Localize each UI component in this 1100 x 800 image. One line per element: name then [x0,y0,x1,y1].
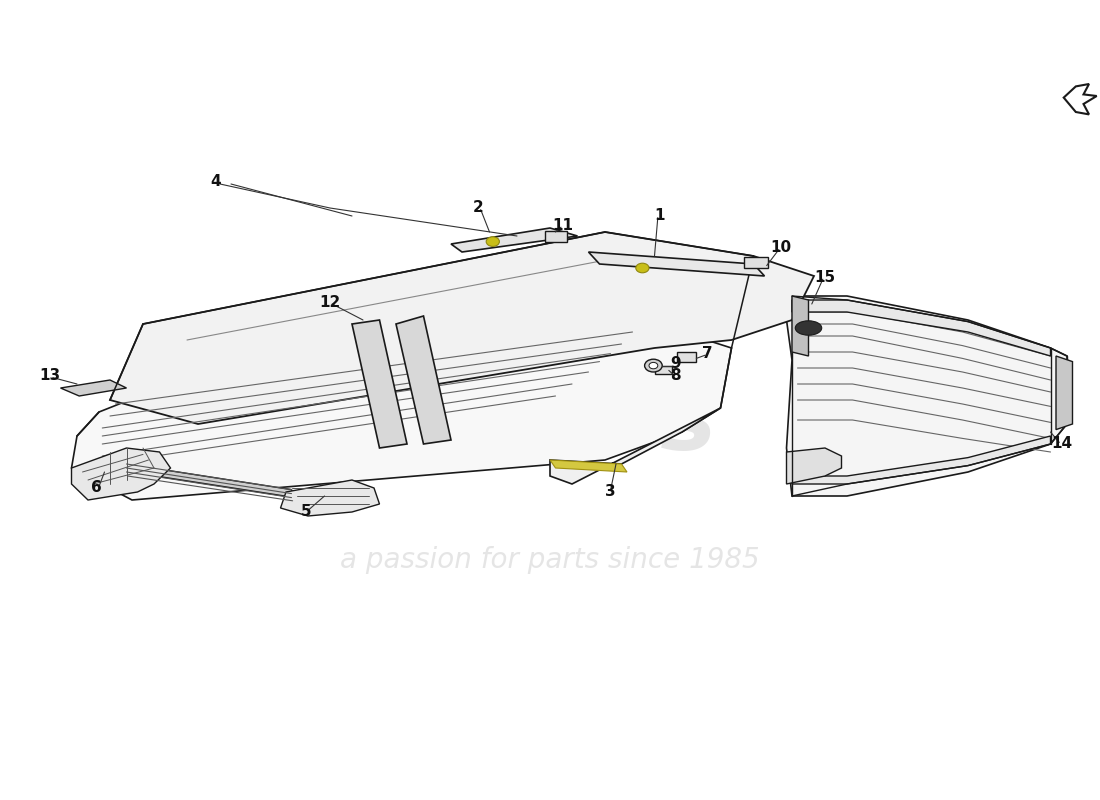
Polygon shape [1064,84,1097,114]
Polygon shape [396,316,451,444]
Bar [544,231,566,242]
Text: 6: 6 [91,481,102,495]
Polygon shape [792,436,1050,484]
Polygon shape [451,228,578,252]
Circle shape [486,237,499,246]
Text: 12: 12 [319,295,341,310]
Polygon shape [786,296,1067,496]
Polygon shape [786,448,842,484]
Text: 2: 2 [473,201,484,215]
Text: 10: 10 [770,241,792,255]
Polygon shape [280,480,380,516]
Polygon shape [1056,356,1072,430]
Text: 3: 3 [605,485,616,499]
Bar [676,352,696,362]
Text: 13: 13 [39,369,60,383]
Text: 15: 15 [814,270,836,285]
Text: 5: 5 [300,505,311,519]
Polygon shape [110,232,814,424]
Circle shape [636,263,649,273]
Polygon shape [550,460,627,472]
Text: 14: 14 [1050,437,1072,451]
Polygon shape [588,252,764,276]
Polygon shape [792,296,808,356]
Polygon shape [126,464,295,498]
Polygon shape [792,300,1050,356]
Text: 9: 9 [670,357,681,371]
Polygon shape [60,380,126,396]
Circle shape [649,362,658,369]
Text: 1: 1 [654,209,666,223]
Bar [744,257,768,268]
Text: 11: 11 [552,218,574,233]
Polygon shape [352,320,407,448]
Text: eurospares: eurospares [119,378,717,470]
Polygon shape [550,408,720,484]
Bar [654,366,672,374]
Polygon shape [72,448,170,500]
Text: a passion for parts since 1985: a passion for parts since 1985 [340,546,760,574]
Text: 8: 8 [670,369,681,383]
Text: 4: 4 [210,174,221,189]
Ellipse shape [795,321,822,335]
Circle shape [645,359,662,372]
Polygon shape [72,320,732,500]
Text: 7: 7 [702,346,713,361]
